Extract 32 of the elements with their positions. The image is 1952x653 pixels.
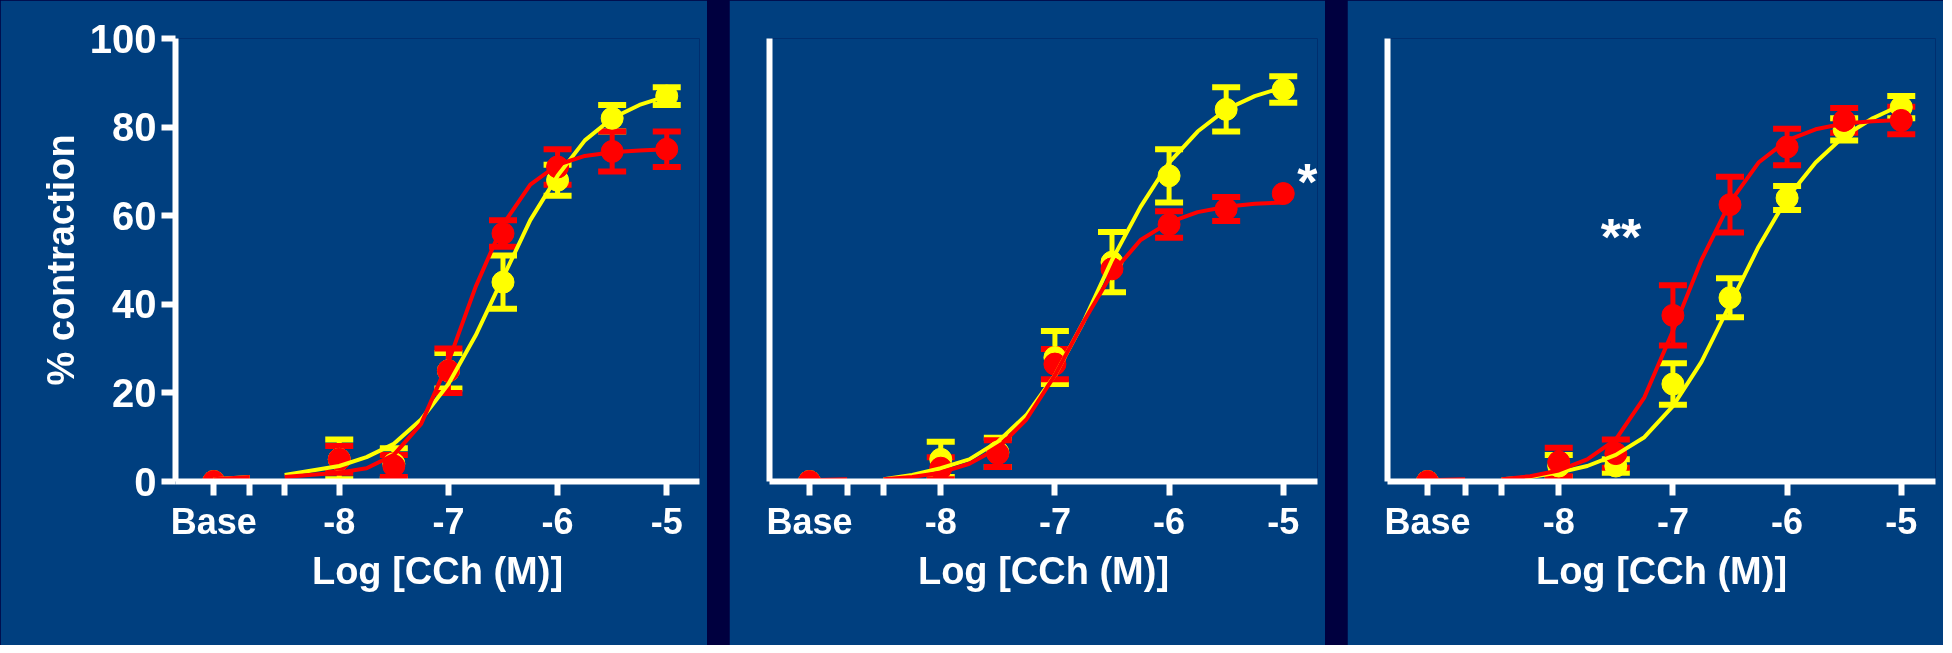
point — [1271, 182, 1295, 206]
x-tick-label: -7 — [432, 500, 465, 542]
y-tick-label: 0 — [134, 459, 157, 504]
x-tick-label: Base — [766, 500, 853, 542]
x-axis-title: Log [CCh (M)] — [311, 549, 564, 592]
annotation: * — [1297, 152, 1319, 211]
point — [655, 137, 679, 161]
point — [1889, 108, 1913, 132]
x-tick-label: -5 — [650, 500, 683, 542]
x-tick-label: -6 — [1153, 500, 1186, 542]
x-tick-label: -8 — [323, 500, 356, 542]
y-axis-title: % contraction — [39, 134, 82, 386]
x-tick-label: -8 — [924, 500, 957, 542]
point — [1271, 77, 1295, 101]
y-tick-label: 20 — [112, 370, 157, 415]
y-tick-label: 80 — [112, 105, 157, 150]
x-tick-label: Base — [170, 500, 257, 542]
x-tick-label: -5 — [1267, 500, 1300, 542]
x-axis-title: Log [CCh (M)] — [917, 549, 1170, 592]
y-tick-label: 40 — [112, 282, 157, 327]
x-tick-label: -5 — [1885, 500, 1918, 542]
y-tick-label: 60 — [112, 193, 157, 238]
x-tick-label: -7 — [1656, 500, 1689, 542]
x-axis-title: Log [CCh (M)] — [1535, 549, 1788, 592]
x-tick-label: Base — [1384, 500, 1471, 542]
point — [1661, 372, 1685, 396]
x-tick-label: -8 — [1542, 500, 1575, 542]
x-tick-label: -6 — [1771, 500, 1804, 542]
annotation: ** — [1600, 208, 1642, 267]
x-tick-label: -6 — [541, 500, 574, 542]
y-tick-label: 100 — [89, 16, 157, 61]
x-tick-label: -7 — [1038, 500, 1071, 542]
